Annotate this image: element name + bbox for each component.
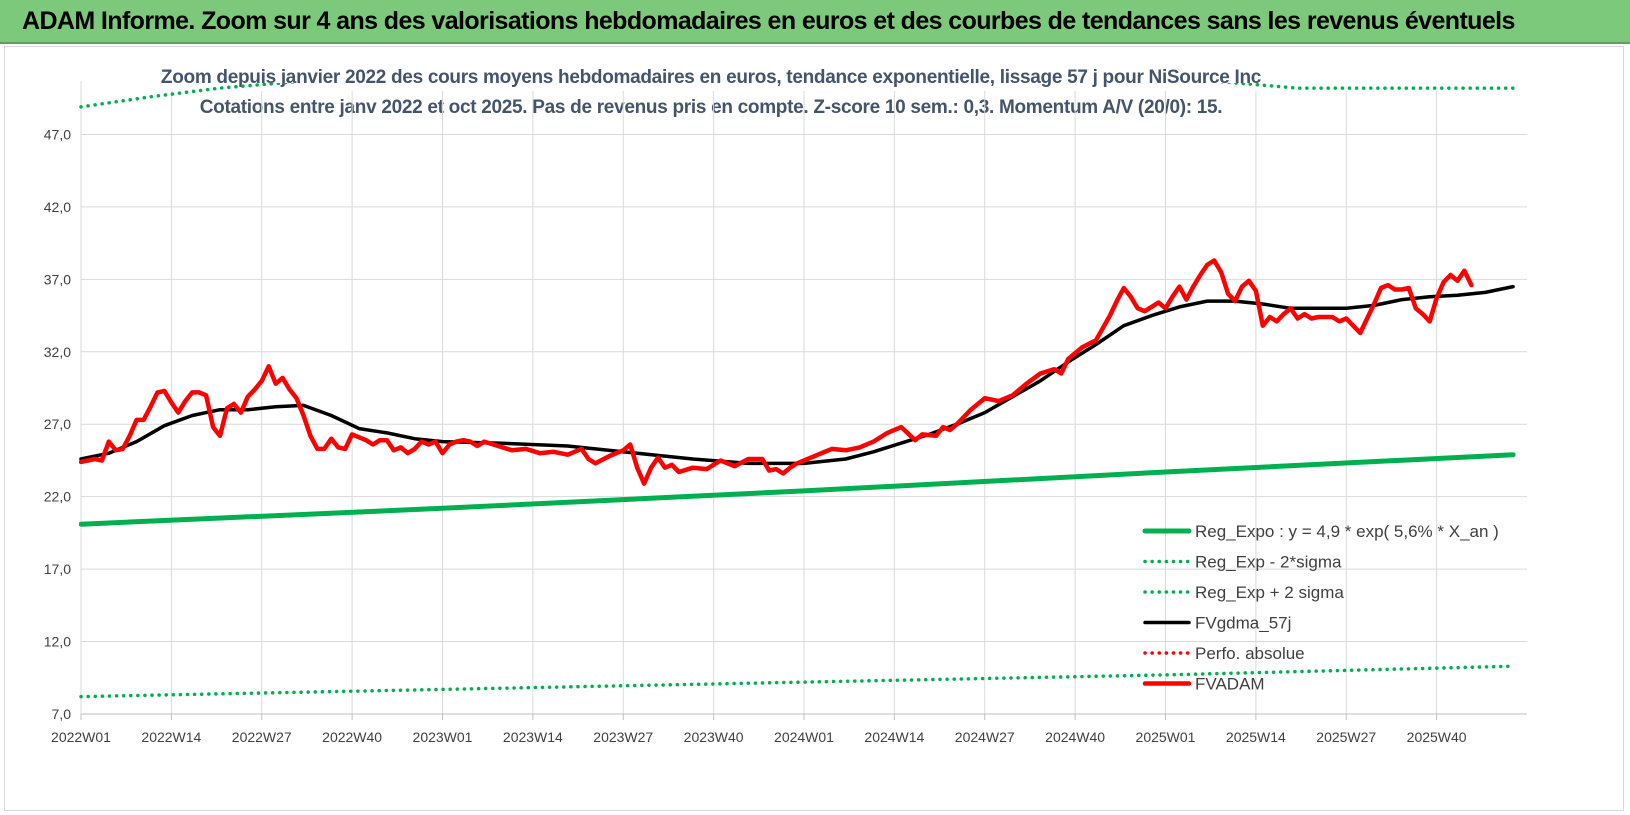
- banner-title: ADAM Informe. Zoom sur 4 ans des valoris…: [22, 7, 1515, 35]
- series-line-reg-exp-2-sigma: [79, 664, 1515, 699]
- x-tick-label: 2023W01: [413, 729, 473, 745]
- x-tick-label: 2024W01: [774, 729, 834, 745]
- series-line-reg-expo-y-4-9-exp-5-6-x-an: [79, 452, 1516, 527]
- chart-title: Zoom depuis janvier 2022 des cours moyen…: [161, 67, 1262, 88]
- legend-entry: FVgdma_57j: [1195, 614, 1291, 633]
- y-tick-label: 22,0: [44, 489, 71, 505]
- x-tick-label: 2024W40: [1045, 729, 1105, 745]
- axes: 7,0 12,0 17,0 22,0 27,0 32,0 37,0 42,0 47,0 2022W…: [44, 81, 1527, 745]
- x-tick-label: 2023W14: [503, 729, 563, 745]
- legend-entry: Reg_Expo : y = 4,9 * exp( 5,6% * X_an ): [1195, 522, 1499, 541]
- x-tick-label: 2023W40: [684, 729, 744, 745]
- header-banner: ADAM Informe. Zoom sur 4 ans des valoris…: [0, 0, 1630, 44]
- chart-frame: Zoom depuis janvier 2022 des cours moyen…: [4, 46, 1624, 811]
- x-tick-label: 2022W27: [232, 729, 292, 745]
- x-tick-label: 2025W27: [1316, 729, 1376, 745]
- x-tick-label: 2025W01: [1136, 729, 1196, 745]
- series-line-fvgdma-57j: [79, 284, 1515, 466]
- y-tick-label: 42,0: [44, 199, 71, 215]
- x-tick-label: 2024W27: [955, 729, 1015, 745]
- legend-entry: Perfo. absolue: [1195, 644, 1305, 663]
- y-tick-label: 47,0: [44, 126, 71, 142]
- y-tick-label: 12,0: [44, 634, 71, 650]
- x-tick-label: 2024W14: [864, 729, 924, 745]
- x-tick-label: 2022W40: [322, 729, 382, 745]
- x-tick-label: 2022W14: [141, 729, 201, 745]
- x-tick-label: 2025W40: [1407, 729, 1467, 745]
- y-tick-label: 27,0: [44, 416, 71, 432]
- series-lines: [79, 83, 1516, 699]
- y-tick-label: 17,0: [44, 561, 71, 577]
- line-chart: Zoom depuis janvier 2022 des cours moyen…: [44, 67, 1527, 745]
- series-line-fvadam: [79, 258, 1474, 486]
- x-tick-label: 2022W01: [51, 729, 111, 745]
- legend-entry: Reg_Exp + 2 sigma: [1195, 583, 1344, 602]
- y-tick-label: 37,0: [44, 271, 71, 287]
- x-tick-label: 2025W14: [1226, 729, 1286, 745]
- x-tick-label: 2023W27: [593, 729, 653, 745]
- chart-subtitle: Cotations entre janv 2022 et oct 2025. P…: [200, 97, 1223, 118]
- legend-entry: Reg_Exp - 2*sigma: [1195, 553, 1342, 572]
- legend-entry: FVADAM: [1195, 675, 1265, 694]
- y-tick-label: 32,0: [44, 344, 71, 360]
- legend: Reg_Expo : y = 4,9 * exp( 5,6% * X_an ) R…: [1142, 522, 1499, 694]
- y-tick-label: 7,0: [52, 706, 72, 722]
- gridlines: [80, 91, 1527, 714]
